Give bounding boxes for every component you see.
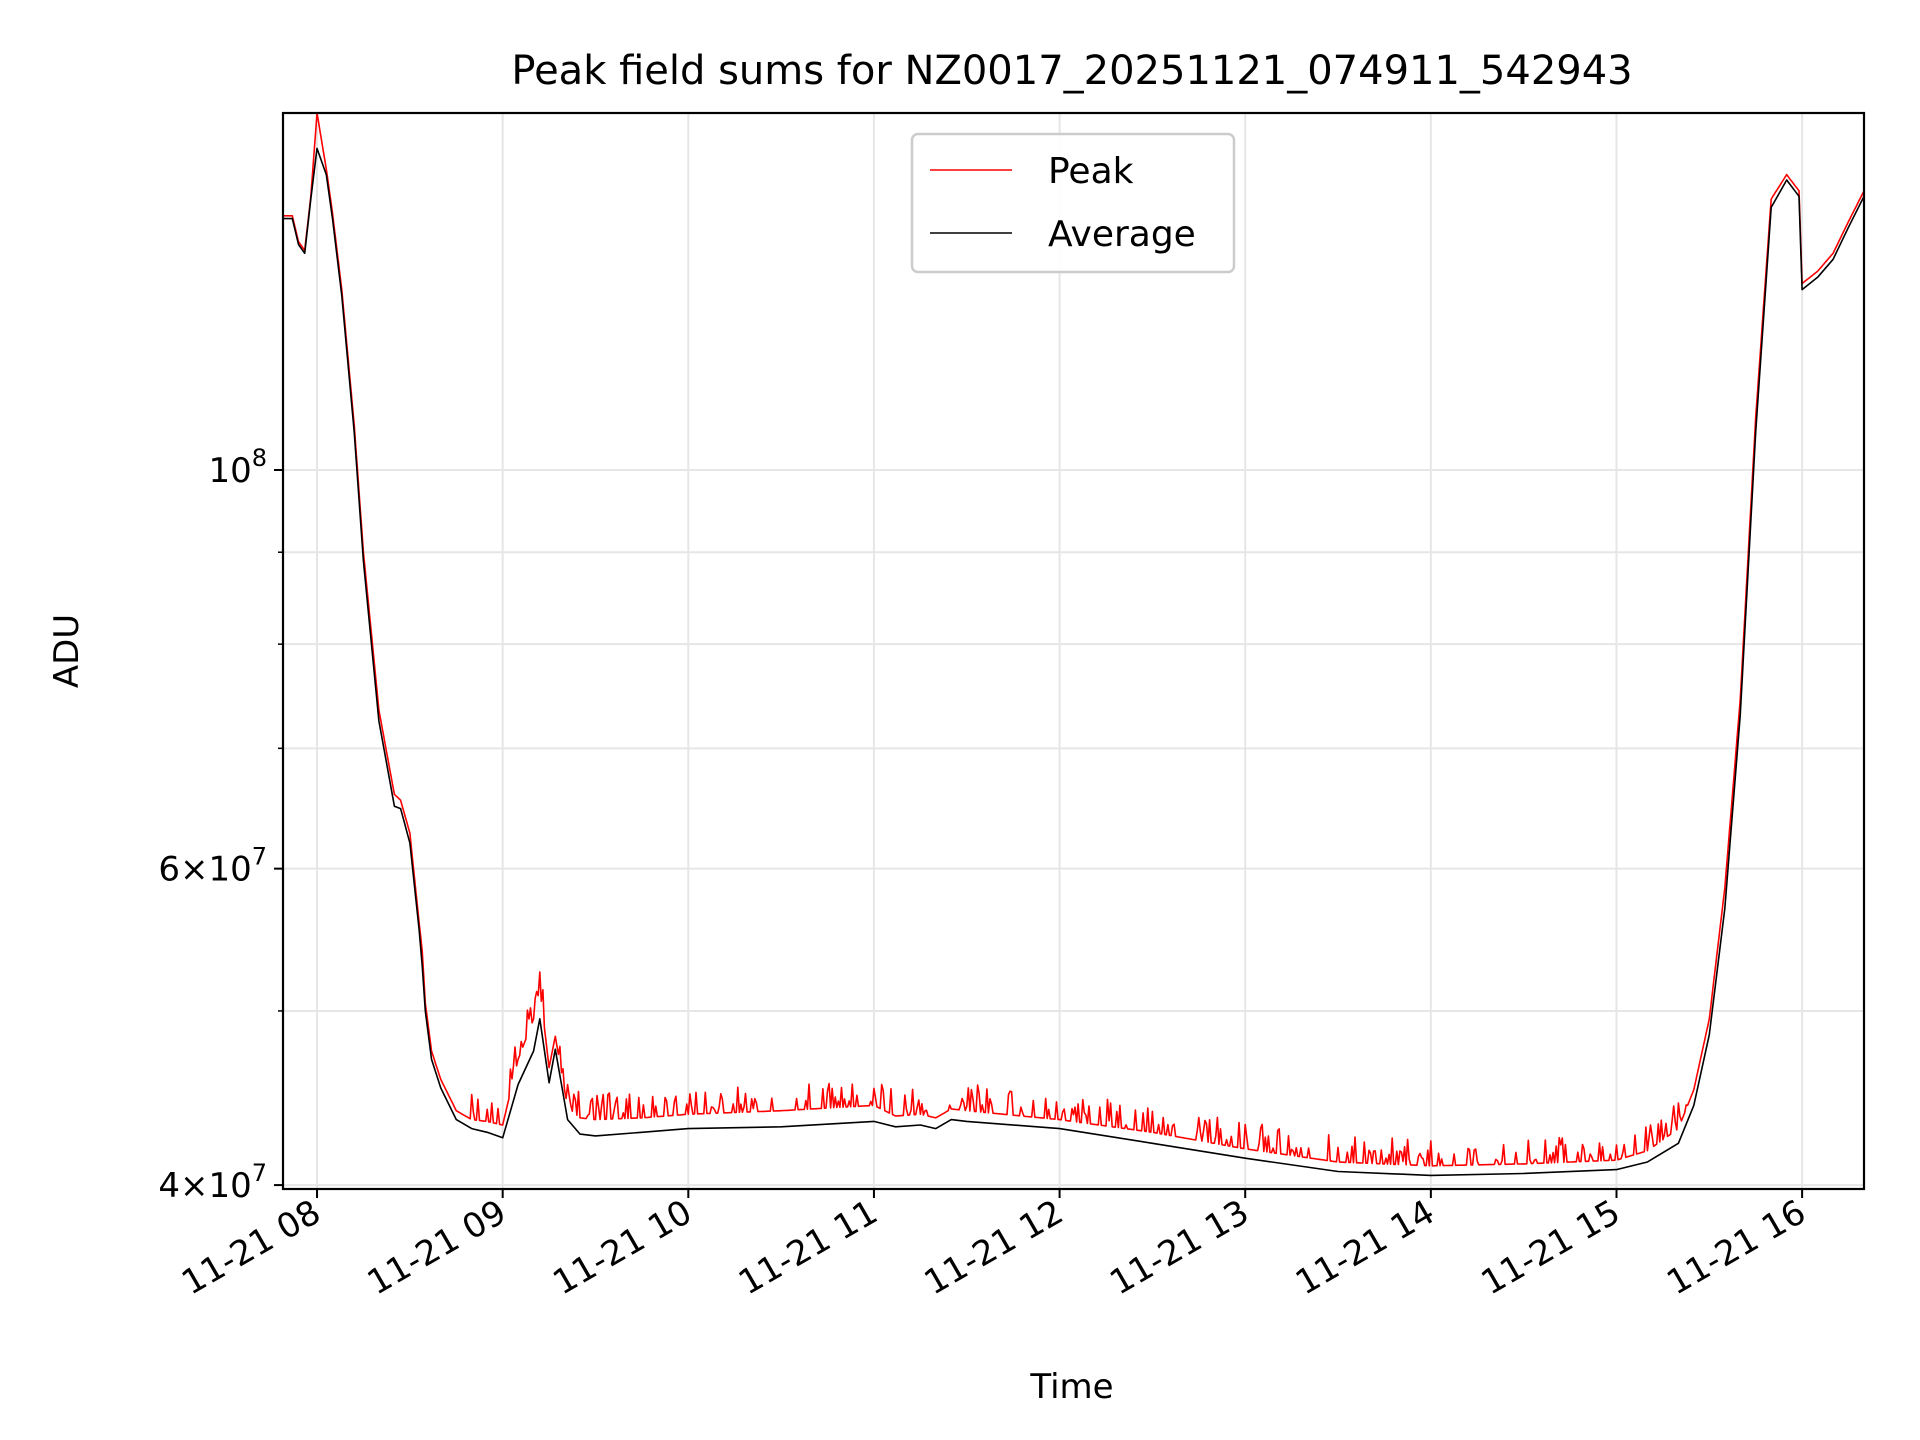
series-line-average bbox=[283, 147, 1864, 1177]
series-line-peak bbox=[283, 113, 1864, 1167]
y-tick-label: 4×107 bbox=[158, 1159, 267, 1206]
legend-label-average: Average bbox=[1048, 214, 1196, 255]
legend-label-peak: Peak bbox=[1048, 151, 1134, 192]
grid bbox=[283, 113, 1864, 1189]
chart-title: Peak field sums for NZ0017_20251121_0749… bbox=[511, 48, 1632, 94]
legend: Peak Average bbox=[910, 132, 1236, 274]
y-axis-label: ADU bbox=[47, 614, 87, 688]
series-layer bbox=[283, 113, 1864, 1177]
plot-frame bbox=[281, 111, 1866, 1191]
y-tick-label: 6×107 bbox=[158, 843, 267, 890]
legend-box bbox=[910, 132, 1236, 274]
y-tick-label: 108 bbox=[208, 444, 267, 491]
x-axis-label: Time bbox=[1029, 1367, 1113, 1407]
